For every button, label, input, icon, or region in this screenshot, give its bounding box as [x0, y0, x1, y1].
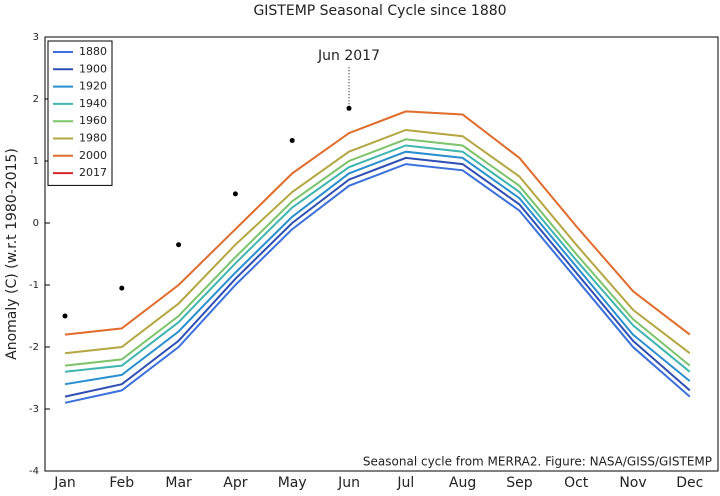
data-point	[232, 191, 238, 197]
series-line	[64, 156, 691, 398]
legend-label: 1940	[79, 97, 107, 110]
x-tick-label: Apr	[223, 475, 247, 491]
legend-label: 1960	[79, 114, 107, 127]
y-tick-label: 1	[33, 156, 39, 167]
footnote: Seasonal cycle from MERRA2. Figure: NASA…	[363, 455, 712, 469]
x-tick-label: Dec	[676, 475, 703, 491]
y-tick-label: 2	[33, 94, 39, 105]
data-point	[289, 138, 295, 144]
series-line	[64, 144, 691, 373]
y-tick-label: -2	[29, 342, 39, 353]
y-axis-label: Anomaly (C) (w.r.t 1980-2015)	[4, 148, 20, 360]
legend-label: 2000	[79, 149, 107, 162]
series-line	[64, 163, 691, 404]
x-tick-label: Sep	[506, 475, 533, 491]
y-tick-label: -3	[29, 404, 39, 415]
legend-label: 1980	[79, 132, 107, 145]
annotation: Jun 2017	[317, 48, 380, 64]
chart-title: GISTEMP Seasonal Cycle since 1880	[253, 3, 506, 19]
y-tick-label: 0	[33, 218, 39, 229]
x-tick-label: Jun	[337, 475, 360, 491]
x-tick-label: May	[278, 475, 307, 491]
x-tick-label: Oct	[564, 475, 589, 491]
legend-box	[47, 40, 113, 186]
y-tick-label: -4	[29, 466, 39, 477]
x-tick-label: Nov	[619, 475, 646, 491]
data-point	[176, 242, 182, 248]
data-point	[119, 285, 125, 291]
y-tick-label: 3	[33, 32, 39, 43]
data-point	[62, 313, 68, 319]
x-tick-label: Jan	[53, 475, 76, 491]
legend-label: 2017	[79, 166, 107, 179]
plot-frame	[44, 36, 719, 472]
legend-label: 1920	[79, 80, 107, 93]
series-line	[64, 110, 691, 336]
y-tick-label: -1	[29, 280, 39, 291]
data-point	[346, 105, 352, 111]
series-line	[64, 138, 691, 367]
x-tick-label: Jul	[396, 475, 414, 491]
legend-label: 1880	[79, 45, 107, 58]
series-line	[64, 128, 691, 355]
x-tick-label: Aug	[449, 475, 476, 491]
x-tick-label: Mar	[165, 475, 192, 491]
legend-label: 1900	[79, 62, 107, 75]
series-line	[64, 150, 691, 386]
x-tick-label: Feb	[109, 475, 134, 491]
